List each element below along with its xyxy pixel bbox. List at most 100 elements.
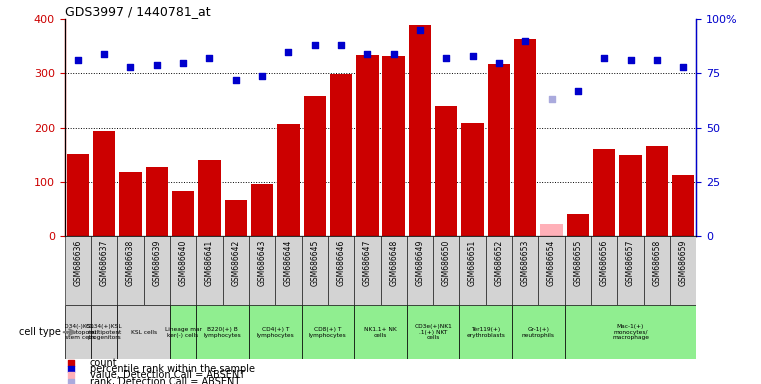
Bar (512, 305, 565, 359)
Point (309, 42, 321, 48)
Text: GSM686654: GSM686654 (547, 240, 556, 286)
Bar (328, 236, 354, 305)
Point (256, 73, 268, 79)
Bar (145, 167, 168, 236)
Text: CD4(+) T
lymphocytes: CD4(+) T lymphocytes (256, 327, 294, 338)
Text: cell type: cell type (19, 327, 61, 337)
Bar (330, 74, 352, 236)
Text: GSM686648: GSM686648 (389, 240, 398, 286)
Text: GSM686650: GSM686650 (442, 240, 451, 286)
Bar (672, 175, 694, 236)
Text: GSM686644: GSM686644 (284, 240, 293, 286)
Text: GSM686645: GSM686645 (310, 240, 319, 286)
Text: NK1.1+ NK
cells: NK1.1+ NK cells (364, 327, 397, 338)
Point (124, 64, 136, 70)
Text: GSM686638: GSM686638 (126, 240, 135, 286)
Bar (619, 155, 642, 236)
Point (625, 57, 637, 63)
Text: GSM686637: GSM686637 (100, 240, 109, 286)
Bar (356, 55, 378, 236)
Bar (644, 236, 670, 305)
Bar (565, 305, 696, 359)
Point (361, 51, 374, 57)
Text: percentile rank within the sample: percentile rank within the sample (90, 364, 255, 374)
Point (65, 366, 77, 372)
Bar (277, 124, 300, 236)
Text: GSM686646: GSM686646 (336, 240, 345, 286)
Text: GSM686641: GSM686641 (205, 240, 214, 286)
Point (546, 96, 558, 103)
Text: count: count (90, 358, 118, 368)
Text: GSM686643: GSM686643 (257, 240, 266, 286)
Bar (196, 236, 222, 305)
Text: GSM686651: GSM686651 (468, 240, 477, 286)
Bar (407, 236, 433, 305)
Bar (249, 236, 275, 305)
Bar (380, 236, 407, 305)
Bar (514, 39, 537, 236)
Text: GSM686658: GSM686658 (652, 240, 661, 286)
Bar (512, 236, 539, 305)
Point (387, 51, 400, 57)
Bar (409, 25, 431, 236)
Point (335, 42, 347, 48)
Point (282, 49, 295, 55)
Bar (249, 305, 301, 359)
Text: GSM686636: GSM686636 (73, 240, 82, 286)
Bar (144, 236, 170, 305)
Bar (117, 236, 144, 305)
Bar (354, 236, 380, 305)
Text: GSM686652: GSM686652 (495, 240, 504, 286)
Bar (617, 236, 644, 305)
Point (98, 51, 110, 57)
Bar (461, 123, 484, 236)
Bar (251, 184, 273, 236)
Text: CD34(-)KSL
hematopoiet
c stem cells: CD34(-)KSL hematopoiet c stem cells (59, 324, 97, 341)
Text: Mac-1(+)
monocytes/
macrophage: Mac-1(+) monocytes/ macrophage (612, 324, 649, 341)
Text: GSM686659: GSM686659 (679, 240, 688, 286)
Point (65, 360, 77, 366)
Bar (304, 96, 326, 236)
Bar (460, 305, 512, 359)
Point (493, 60, 505, 66)
Point (651, 57, 663, 63)
Bar (593, 149, 616, 236)
Text: GDS3997 / 1440781_at: GDS3997 / 1440781_at (65, 5, 210, 18)
Text: GSM686653: GSM686653 (521, 240, 530, 286)
Text: CD3e(+)NK1
.1(+) NKT
cells: CD3e(+)NK1 .1(+) NKT cells (414, 324, 452, 341)
Bar (645, 146, 668, 236)
Text: KSL cells: KSL cells (131, 329, 157, 335)
Bar (117, 305, 170, 359)
Bar (275, 236, 301, 305)
Bar (354, 305, 407, 359)
Bar (486, 236, 512, 305)
Text: value, Detection Call = ABSENT: value, Detection Call = ABSENT (90, 370, 245, 380)
Bar (301, 236, 328, 305)
Text: CD8(+) T
lymphocytes: CD8(+) T lymphocytes (309, 327, 347, 338)
Text: GSM686642: GSM686642 (231, 240, 240, 286)
Point (598, 55, 610, 61)
Point (414, 27, 426, 33)
Bar (540, 224, 562, 236)
Point (177, 60, 189, 66)
Text: GSM686639: GSM686639 (152, 240, 161, 286)
Bar (670, 236, 696, 305)
Point (65, 372, 77, 378)
Bar (170, 236, 196, 305)
Text: rank, Detection Call = ABSENT: rank, Detection Call = ABSENT (90, 376, 240, 384)
Point (151, 62, 163, 68)
Bar (460, 236, 486, 305)
Bar (591, 236, 617, 305)
Bar (567, 214, 589, 236)
Bar (65, 305, 91, 359)
Point (677, 64, 689, 70)
Point (230, 77, 242, 83)
Point (572, 88, 584, 94)
Point (72, 57, 84, 63)
Bar (119, 172, 142, 236)
Bar (65, 236, 91, 305)
Bar (199, 160, 221, 236)
Point (440, 55, 452, 61)
Text: GSM686657: GSM686657 (626, 240, 635, 286)
Text: GSM686656: GSM686656 (600, 240, 609, 286)
